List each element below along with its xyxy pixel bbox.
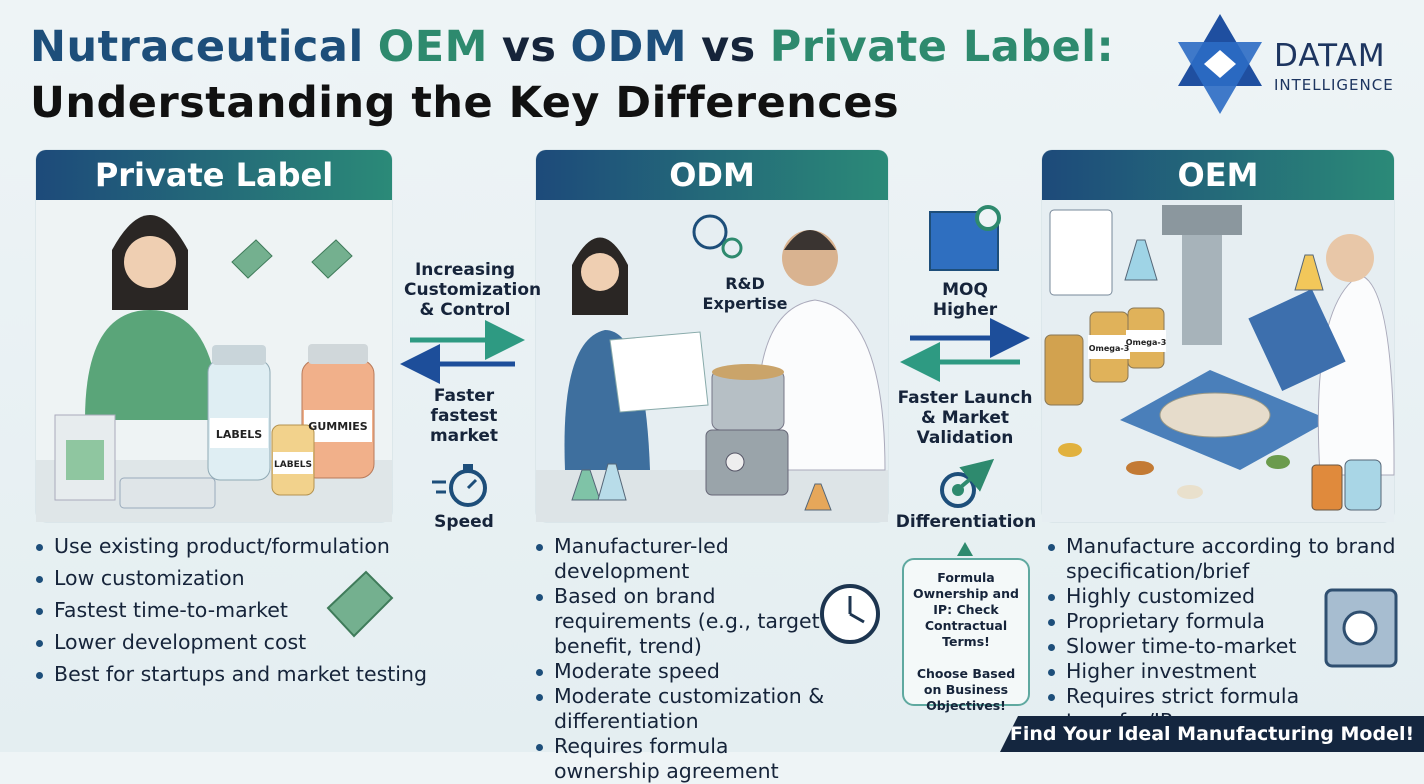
bullet: Based on brand requirements (e.g., targe…	[534, 584, 834, 659]
column-title: OEM	[1177, 156, 1259, 194]
transition-icon-label: Differentiation	[895, 512, 1037, 532]
artwork: LABELS GUMMIES LABELS Omega-3 Omega-3	[35, 14, 1398, 668]
title-segment: OEM	[377, 22, 488, 72]
bullet: Best for startups and market testing	[34, 662, 434, 687]
title-segment: Private Label:	[769, 22, 1115, 72]
logo-icon	[1178, 14, 1262, 114]
bullet: Low customization	[34, 566, 434, 591]
bullet: Proprietary formula	[1046, 609, 1396, 634]
product-label: Omega-3	[1089, 344, 1130, 353]
bullet: Manufacturer-led development	[534, 534, 834, 584]
column-title: Private Label	[94, 156, 334, 194]
card-private-label	[35, 149, 393, 523]
bullet: Fastest time-to-market	[34, 598, 434, 623]
bullet: Highly customized	[1046, 584, 1396, 609]
transition-top: MOQ Higher	[932, 280, 998, 320]
bullet: Slower time-to-market	[1046, 634, 1396, 659]
title-line-2: Understanding the Key Differences	[30, 78, 900, 128]
product-label: Omega-3	[1126, 338, 1167, 347]
bullet: Manufacture according to brand specifica…	[1046, 534, 1396, 584]
bullet-list: Manufacture according to brand specifica…	[1046, 534, 1396, 734]
title-segment: vs	[501, 22, 557, 72]
bullet: Requires formula ownership agreement	[534, 734, 834, 784]
note-line: Formula Ownership and IP: Check Contract…	[913, 570, 1019, 649]
transition-right	[900, 205, 1030, 556]
bullet-list: Manufacturer-led development Based on bra…	[534, 534, 834, 784]
logo-subtitle: INTELLIGENCE	[1274, 76, 1394, 94]
bullet: Moderate customization & differentiation	[534, 684, 834, 734]
note-line: Choose Based on Business Objectives!	[916, 666, 1016, 713]
product-label: LABELS	[274, 460, 312, 470]
illustration-label: R&D Expertise	[702, 274, 788, 313]
bullet: Moderate speed	[534, 659, 834, 684]
tag-icon	[326, 570, 394, 638]
transition-top: Increasing Customization & Control	[404, 260, 542, 320]
bullet: Lower development cost	[34, 630, 434, 655]
card-oem	[1041, 149, 1395, 523]
footer-cta[interactable]: Find Your Ideal Manufacturing Model!	[1000, 716, 1424, 752]
card-odm	[535, 149, 889, 523]
transition-bottom: Faster fastest market	[429, 386, 499, 446]
title-line-1: Nutraceutical OEM vs ODM vs Private Label:	[30, 22, 1128, 72]
note-box: Formula Ownership and IP: Check Contract…	[902, 558, 1030, 713]
product-label: GUMMIES	[308, 420, 367, 433]
bullet: Requires strict formula transfer/IP	[1046, 684, 1396, 734]
transition-left	[400, 320, 525, 507]
product-label: LABELS	[216, 428, 262, 441]
logo-name: DATAM	[1274, 38, 1386, 74]
transition-icon-label: Speed	[434, 512, 494, 532]
bullet: Higher investment	[1046, 659, 1396, 684]
bullet: Use existing product/formulation	[34, 534, 434, 559]
title-segment: Nutraceutical	[30, 22, 364, 72]
bullet-list: Use existing product/formulation Low cust…	[34, 534, 434, 694]
title-segment: vs	[701, 22, 756, 72]
title-segment: ODM	[570, 22, 688, 72]
transition-bottom: Faster Launch & Market Validation	[897, 388, 1033, 448]
safe-icon	[1324, 588, 1398, 668]
clock-icon	[820, 584, 880, 644]
column-title: ODM	[669, 156, 755, 194]
